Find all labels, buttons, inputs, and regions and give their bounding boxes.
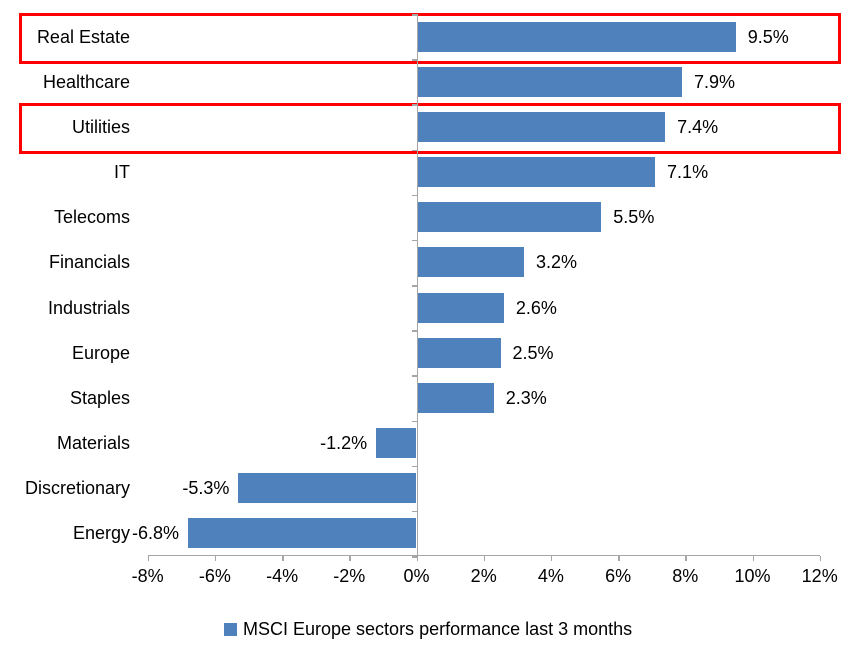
x-axis-tick <box>550 556 553 561</box>
category-boundary-tick <box>411 420 417 422</box>
bar <box>416 66 682 97</box>
bar <box>188 518 417 549</box>
bar <box>238 473 417 504</box>
data-label: 2.5% <box>512 342 554 363</box>
category-boundary-tick <box>411 465 417 468</box>
bar <box>416 337 501 368</box>
bar <box>416 111 666 142</box>
bar <box>416 247 525 278</box>
category-boundary-tick <box>411 104 417 106</box>
category-boundary-tick <box>411 375 417 377</box>
x-axis-tick <box>752 556 754 561</box>
bar <box>416 202 602 233</box>
highlight-box-utilities <box>19 102 841 154</box>
highlight-box-real-estate <box>19 12 841 64</box>
x-tick-label: -4% <box>266 566 299 586</box>
data-label: -1.2% <box>320 433 368 454</box>
x-tick-label: 2% <box>470 566 497 586</box>
category-label: Europe <box>71 342 130 363</box>
x-tick-label: -8% <box>131 566 164 586</box>
category-label: Real Estate <box>36 26 130 47</box>
x-axis-line <box>147 554 820 556</box>
category-boundary-tick <box>411 239 417 242</box>
x-axis-tick <box>416 556 418 561</box>
category-boundary-tick <box>411 59 417 61</box>
category-label: Materials <box>56 433 130 454</box>
category-label: Financials <box>48 252 130 273</box>
x-axis-tick <box>685 556 687 561</box>
x-axis-tick <box>214 556 217 561</box>
data-label: 7.1% <box>667 162 709 183</box>
category-label: Industrials <box>47 297 130 318</box>
bar <box>416 382 494 413</box>
category-label: Healthcare <box>42 71 130 92</box>
legend: MSCI Europe sectors performance last 3 m… <box>224 618 632 640</box>
category-label: Utilities <box>71 116 130 137</box>
category-label: IT <box>114 162 130 183</box>
bar <box>376 428 417 459</box>
x-tick-label: 12% <box>801 566 838 586</box>
category-label: Discretionary <box>24 478 130 499</box>
value-axis-zero-line <box>416 14 418 556</box>
data-label: -6.8% <box>132 523 180 544</box>
category-boundary-tick <box>411 556 417 558</box>
x-tick-label: 8% <box>672 566 699 586</box>
x-tick-label: -2% <box>333 566 366 586</box>
data-label: 3.2% <box>536 252 578 273</box>
category-boundary-tick <box>411 330 417 332</box>
bar <box>416 157 656 188</box>
x-axis-tick <box>819 556 822 561</box>
x-tick-label: 0% <box>403 566 430 586</box>
x-axis-tick <box>282 556 284 561</box>
category-boundary-tick <box>411 510 417 513</box>
bar <box>416 21 736 52</box>
legend-label: MSCI Europe sectors performance last 3 m… <box>243 619 633 639</box>
category-boundary-tick <box>411 14 417 16</box>
x-tick-label: -6% <box>198 566 231 586</box>
data-label: 9.5% <box>747 26 789 47</box>
x-axis-tick <box>483 556 486 561</box>
data-label: 2.6% <box>515 297 557 318</box>
data-label: 7.9% <box>693 71 735 92</box>
x-tick-label: 4% <box>537 566 564 586</box>
data-label: -5.3% <box>182 478 230 499</box>
category-boundary-tick <box>411 194 417 197</box>
category-label: Staples <box>69 387 130 408</box>
bar <box>416 292 504 323</box>
x-tick-label: 6% <box>605 566 632 586</box>
category-boundary-tick <box>411 149 417 151</box>
category-label: Energy <box>72 523 130 544</box>
x-axis-tick <box>349 556 351 561</box>
category-boundary-tick <box>411 285 417 287</box>
category-label: Telecoms <box>53 207 130 228</box>
data-label: 5.5% <box>613 207 655 228</box>
x-axis-tick <box>147 556 150 561</box>
x-axis-tick <box>618 556 620 561</box>
data-label: 7.4% <box>677 116 719 137</box>
legend-marker-icon <box>224 622 237 636</box>
data-label: 2.3% <box>505 387 547 408</box>
x-tick-label: 10% <box>734 566 771 586</box>
